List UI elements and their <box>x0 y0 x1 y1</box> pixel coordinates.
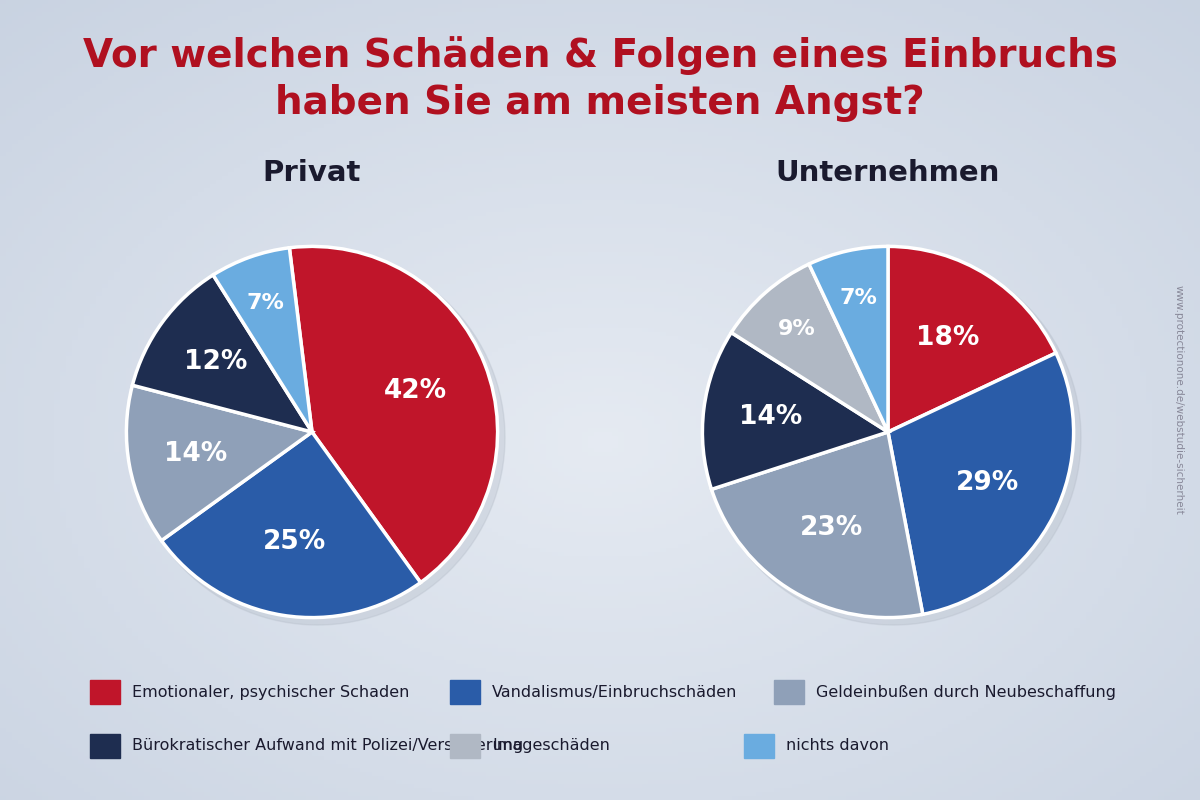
Text: 25%: 25% <box>263 529 326 555</box>
Wedge shape <box>162 432 420 618</box>
Text: 7%: 7% <box>839 288 877 308</box>
Wedge shape <box>289 246 498 582</box>
Wedge shape <box>132 275 312 432</box>
Text: 14%: 14% <box>163 441 227 467</box>
Text: Vor welchen Schäden & Folgen eines Einbruchs: Vor welchen Schäden & Folgen eines Einbr… <box>83 36 1117 75</box>
Text: www.protectionone.de/webstudie-sicherheit: www.protectionone.de/webstudie-sicherhei… <box>1174 285 1183 515</box>
Text: 9%: 9% <box>779 319 816 339</box>
Text: 18%: 18% <box>916 325 979 351</box>
Text: Vandalismus/Einbruchschäden: Vandalismus/Einbruchschäden <box>492 685 737 699</box>
Text: 7%: 7% <box>247 293 284 313</box>
Wedge shape <box>809 246 888 432</box>
Text: 42%: 42% <box>384 378 448 404</box>
Text: 12%: 12% <box>185 349 248 375</box>
Circle shape <box>130 250 505 625</box>
Text: 29%: 29% <box>955 470 1019 495</box>
Text: Emotionaler, psychischer Schaden: Emotionaler, psychischer Schaden <box>132 685 409 699</box>
Text: nichts davon: nichts davon <box>786 738 889 753</box>
Text: 23%: 23% <box>799 515 863 541</box>
Text: Imageschäden: Imageschäden <box>492 738 610 753</box>
Wedge shape <box>214 248 312 432</box>
Wedge shape <box>731 264 888 432</box>
Text: haben Sie am meisten Angst?: haben Sie am meisten Angst? <box>275 84 925 122</box>
Wedge shape <box>888 246 1056 432</box>
Wedge shape <box>702 333 888 490</box>
Title: Privat: Privat <box>263 158 361 186</box>
Wedge shape <box>712 432 923 618</box>
Wedge shape <box>888 353 1074 614</box>
Text: Bürokratischer Aufwand mit Polizei/Versicherung: Bürokratischer Aufwand mit Polizei/Versi… <box>132 738 523 753</box>
Wedge shape <box>126 386 312 541</box>
Circle shape <box>706 250 1081 625</box>
Text: 14%: 14% <box>738 404 802 430</box>
Title: Unternehmen: Unternehmen <box>776 158 1000 186</box>
Text: Geldeinbußen durch Neubeschaffung: Geldeinbußen durch Neubeschaffung <box>816 685 1116 699</box>
